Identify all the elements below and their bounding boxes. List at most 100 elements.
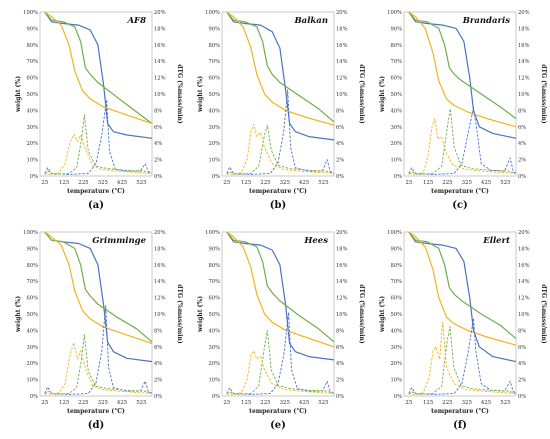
y2-axis-label: dTG (%mass/min)	[176, 284, 183, 344]
y2-tick-label: 20%	[518, 10, 530, 16]
series-line-yellow-weight	[226, 11, 335, 126]
y-tick-label: 60%	[208, 76, 220, 82]
y2-tick-label: 6%	[336, 125, 344, 131]
y2-tick-label: 2%	[336, 378, 344, 384]
y2-tick-label: 8%	[518, 108, 526, 114]
y-tick-label: 40%	[390, 328, 402, 334]
chart-panel-2: 0% 10% 20% 30% 40% 50% 60% 70% 80% 90% 100% 0% 2% 4% 6…	[197, 10, 365, 211]
y2-tick-label: 18%	[518, 26, 530, 32]
y-axis-label: weight (%)	[197, 296, 204, 333]
x-tick-label: 425	[481, 400, 492, 406]
y-tick-label: 40%	[208, 328, 220, 334]
x-tick-label: 325	[462, 180, 473, 186]
series-line-yellow-weight	[226, 231, 335, 348]
y-tick-label: 90%	[390, 246, 402, 252]
y2-tick-label: 6%	[336, 345, 344, 351]
y2-tick-label: 8%	[336, 108, 344, 114]
x-tick-label: 125	[241, 180, 252, 186]
x-axis-label: temperature (°C)	[431, 408, 489, 415]
y2-tick-label: 10%	[336, 312, 348, 318]
y-tick-label: 10%	[26, 158, 38, 164]
x-tick-label: 25	[223, 400, 230, 406]
y-tick-label: 60%	[390, 296, 402, 302]
y2-tick-label: 14%	[336, 59, 348, 65]
y-tick-label: 50%	[208, 92, 220, 98]
y-tick-label: 30%	[390, 345, 402, 351]
y-tick-label: 90%	[26, 246, 38, 252]
y2-tick-label: 4%	[518, 361, 526, 367]
y2-tick-label: 14%	[518, 279, 530, 285]
y-axis-label: weight (%)	[15, 296, 22, 333]
chart-panel-4: 0% 10% 20% 30% 40% 50% 60% 70% 80% 90% 100% 0% 2% 4% 6…	[15, 230, 183, 431]
series-line-blue-dtg	[226, 311, 335, 395]
y2-tick-label: 4%	[154, 361, 162, 367]
y-tick-label: 90%	[390, 26, 402, 32]
x-tick-label: 525	[500, 180, 511, 186]
chart-panel-1: 0% 10% 20% 30% 40% 50% 60% 70% 80% 90% 100% 0% 2% 4% 6…	[15, 10, 183, 211]
y-tick-label: 100%	[23, 10, 38, 16]
y-tick-label: 20%	[390, 361, 402, 367]
panel-label: (e)	[270, 420, 286, 431]
x-tick-label: 425	[117, 180, 128, 186]
y-tick-label: 90%	[26, 26, 38, 32]
x-tick-label: 125	[59, 180, 70, 186]
y-tick-label: 10%	[390, 378, 402, 384]
panel-label: (a)	[88, 200, 104, 211]
y2-tick-label: 20%	[336, 230, 348, 236]
y-tick-label: 50%	[208, 312, 220, 318]
x-axis-label: temperature (°C)	[67, 408, 125, 415]
y-tick-label: 60%	[208, 296, 220, 302]
y2-tick-label: 12%	[154, 76, 166, 82]
y2-tick-label: 20%	[154, 230, 166, 236]
panel-label: (b)	[270, 200, 286, 211]
y2-tick-label: 12%	[518, 76, 530, 82]
x-tick-label: 25	[41, 180, 48, 186]
y2-tick-label: 18%	[154, 26, 166, 32]
y-tick-label: 70%	[26, 59, 38, 65]
chart-title: Hees	[303, 236, 328, 246]
series-line-blue-dtg	[408, 317, 517, 395]
series-line-yellow-weight	[408, 231, 517, 346]
y2-tick-label: 0%	[518, 174, 526, 180]
y-tick-label: 10%	[208, 378, 220, 384]
y-axis-label: weight (%)	[379, 76, 386, 113]
x-tick-label: 525	[136, 400, 147, 406]
plot-area	[221, 11, 335, 177]
y2-tick-label: 20%	[336, 10, 348, 16]
plot-area	[403, 231, 517, 397]
series-line-green-dtg	[226, 329, 335, 395]
y2-tick-label: 6%	[154, 345, 162, 351]
y-tick-label: 70%	[390, 279, 402, 285]
y2-tick-label: 16%	[336, 43, 348, 49]
y-tick-label: 30%	[26, 125, 38, 131]
x-tick-label: 425	[481, 180, 492, 186]
y2-tick-label: 8%	[154, 108, 162, 114]
x-tick-label: 225	[78, 180, 89, 186]
series-line-green-dtg	[408, 108, 517, 175]
y-tick-label: 20%	[208, 361, 220, 367]
x-tick-label: 525	[318, 400, 329, 406]
series-line-yellow-weight	[44, 231, 153, 345]
series-line-blue-dtg	[44, 305, 153, 395]
y-axis-label: weight (%)	[15, 76, 22, 113]
y-tick-label: 100%	[387, 10, 402, 16]
y2-axis-label: dTG (%mass/min)	[540, 64, 547, 124]
y-tick-label: 50%	[390, 312, 402, 318]
y-tick-label: 0%	[394, 174, 402, 180]
y-tick-label: 0%	[212, 174, 220, 180]
x-tick-label: 225	[442, 180, 453, 186]
y2-tick-label: 14%	[336, 279, 348, 285]
y-tick-label: 0%	[394, 394, 402, 400]
y2-tick-label: 18%	[154, 246, 166, 252]
x-tick-label: 125	[241, 400, 252, 406]
y2-tick-label: 2%	[154, 158, 162, 164]
x-axis-label: temperature (°C)	[249, 408, 307, 415]
y-tick-label: 80%	[26, 43, 38, 49]
y-tick-label: 60%	[390, 76, 402, 82]
y-tick-label: 90%	[208, 246, 220, 252]
y2-tick-label: 4%	[336, 141, 344, 147]
x-tick-label: 125	[423, 180, 434, 186]
x-tick-label: 325	[462, 400, 473, 406]
x-tick-label: 325	[98, 180, 109, 186]
panel-label: (f)	[453, 420, 467, 431]
